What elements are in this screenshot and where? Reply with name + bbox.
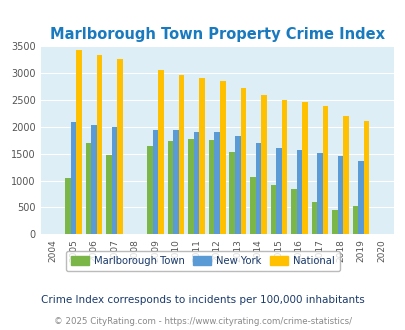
Bar — [342, 115, 348, 234]
Text: © 2025 CityRating.com - https://www.cityrating.com/crime-statistics/: © 2025 CityRating.com - https://www.city… — [54, 317, 351, 326]
Bar — [194, 132, 199, 234]
Bar — [290, 189, 296, 234]
Legend: Marlborough Town, New York, National: Marlborough Town, New York, National — [66, 250, 339, 271]
Bar — [76, 50, 81, 234]
Bar — [352, 206, 357, 234]
Bar — [255, 143, 260, 234]
Bar — [188, 139, 194, 234]
Bar — [91, 125, 96, 234]
Bar — [220, 81, 225, 234]
Bar — [152, 130, 158, 234]
Bar — [147, 146, 152, 234]
Text: Crime Index corresponds to incidents per 100,000 inhabitants: Crime Index corresponds to incidents per… — [41, 295, 364, 305]
Bar — [270, 185, 275, 234]
Bar — [337, 156, 342, 234]
Bar — [209, 140, 214, 234]
Bar — [281, 100, 286, 234]
Bar — [117, 59, 123, 234]
Bar — [173, 130, 179, 234]
Bar — [331, 210, 337, 234]
Bar — [240, 88, 245, 234]
Bar — [296, 150, 301, 234]
Bar — [158, 70, 164, 234]
Bar — [249, 177, 255, 234]
Bar — [111, 127, 117, 234]
Bar — [167, 141, 173, 234]
Bar — [357, 161, 363, 234]
Bar — [70, 122, 76, 234]
Bar — [214, 132, 220, 234]
Bar — [96, 55, 102, 234]
Bar — [275, 148, 281, 234]
Bar — [106, 155, 111, 234]
Bar — [199, 79, 205, 234]
Bar — [311, 202, 316, 234]
Bar — [234, 137, 240, 234]
Bar — [322, 106, 327, 234]
Title: Marlborough Town Property Crime Index: Marlborough Town Property Crime Index — [49, 27, 384, 42]
Bar — [301, 102, 307, 234]
Bar — [363, 121, 369, 234]
Bar — [85, 143, 91, 234]
Bar — [229, 152, 234, 234]
Bar — [65, 178, 70, 234]
Bar — [179, 75, 184, 234]
Bar — [260, 95, 266, 234]
Bar — [316, 153, 322, 234]
